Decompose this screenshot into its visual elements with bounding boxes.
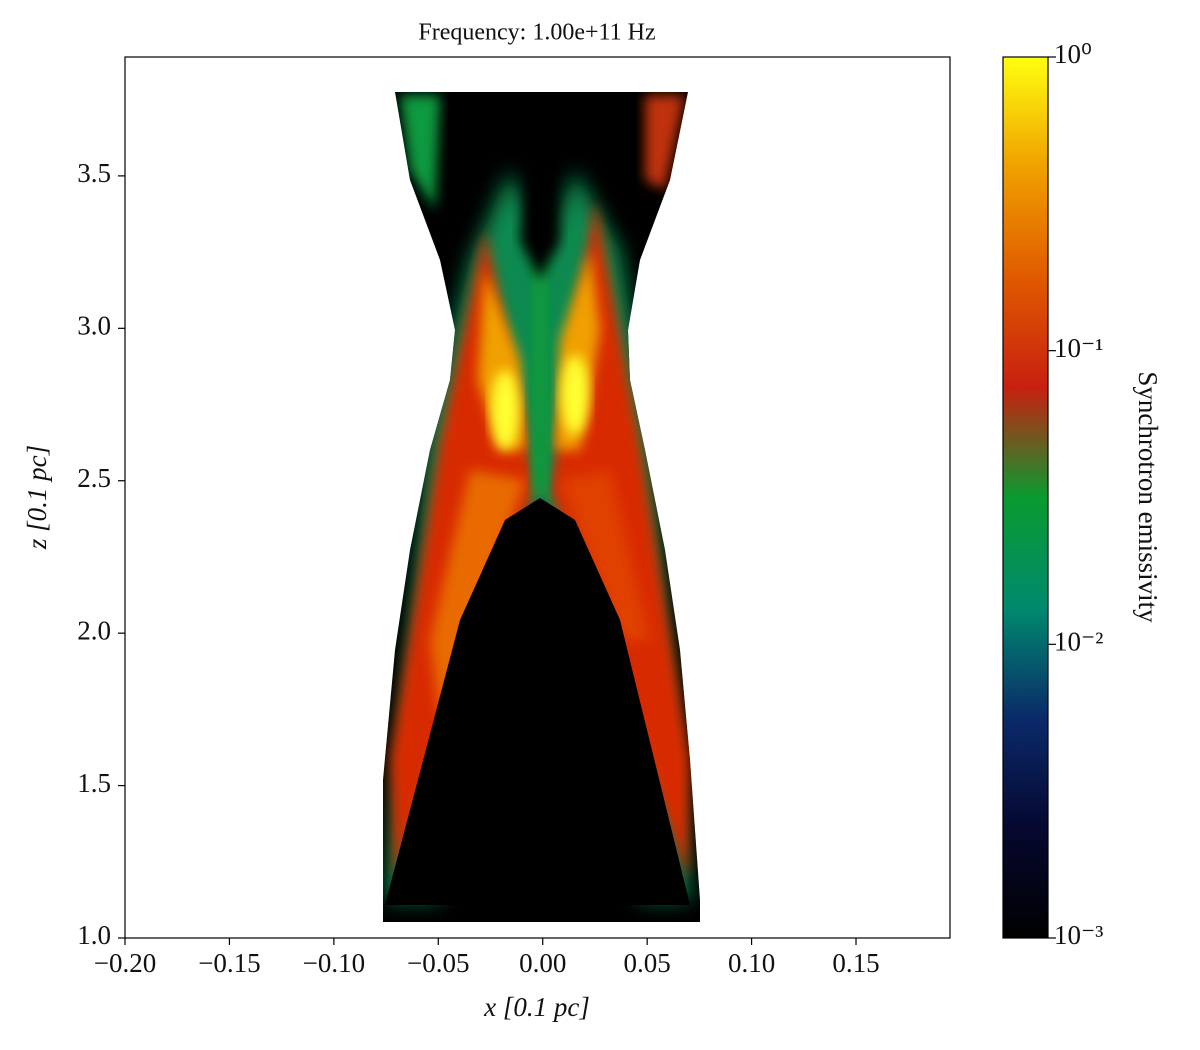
y-tick-label: 3.0 <box>77 311 111 341</box>
x-tick-label: −0.15 <box>198 948 260 978</box>
x-tick-label: −0.10 <box>303 948 365 978</box>
colorbar-tick-label: 10⁻² <box>1054 627 1103 657</box>
y-tick-label: 1.5 <box>77 768 111 798</box>
chart-title: Frequency: 1.00e+11 Hz <box>418 20 655 46</box>
y-tick-label: 2.5 <box>77 463 111 493</box>
colorbar-tick-label: 10⁰ <box>1054 39 1092 69</box>
colorbar-label: Synchrotron emissivity <box>1133 371 1163 623</box>
colorbar-tick-label: 10⁻³ <box>1054 920 1103 950</box>
x-tick-label: 0.10 <box>728 948 775 978</box>
y-tick-label: 3.5 <box>77 158 111 188</box>
emissivity-image <box>383 92 700 922</box>
x-tick-label: 0.00 <box>519 948 566 978</box>
x-axis-label: x [0.1 pc] <box>483 992 590 1022</box>
colorbar <box>1002 56 1049 939</box>
y-tick-label: 1.0 <box>77 920 111 950</box>
x-tick-label: −0.20 <box>94 948 156 978</box>
x-tick-label: −0.05 <box>407 948 469 978</box>
y-tick-label: 2.0 <box>77 615 111 645</box>
x-tick-label: 0.15 <box>832 948 879 978</box>
y-axis-label: z [0.1 pc] <box>22 445 52 550</box>
x-tick-label: 0.05 <box>624 948 671 978</box>
colorbar-tick-label: 10⁻¹ <box>1054 333 1103 363</box>
axes-frame <box>124 56 951 939</box>
